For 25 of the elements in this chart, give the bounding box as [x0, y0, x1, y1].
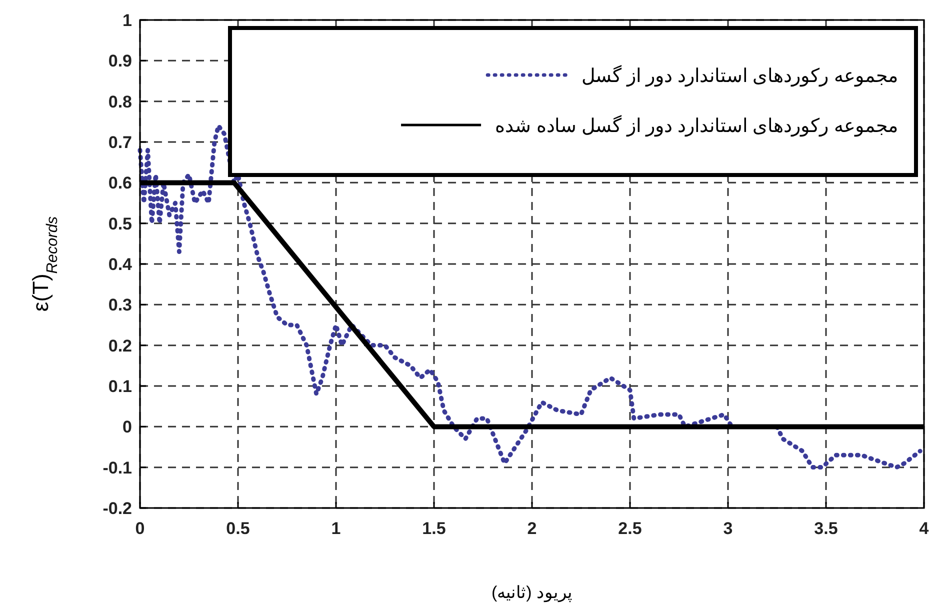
x-tick-label: 0: [135, 519, 145, 538]
y-tick-label: 1: [122, 11, 132, 30]
y-tick-label: 0.3: [108, 296, 132, 315]
x-tick-label: 3: [723, 519, 733, 538]
y-tick-label: 0.1: [108, 377, 132, 396]
y-tick-label: 0.2: [108, 336, 132, 356]
y-tick-label: 0.5: [108, 214, 132, 234]
x-axis-title: پریود (ثانیه): [491, 583, 573, 603]
x-tick-label: 2.5: [618, 519, 642, 538]
legend-label: مجموعه رکوردهای استاندارد دور از گسل: [582, 64, 898, 87]
y-tick-label: 0.4: [108, 255, 133, 274]
y-tick-label: 0.9: [108, 52, 132, 71]
x-tick-label: 0.5: [226, 519, 250, 538]
y-tick-label: -0.2: [102, 499, 132, 518]
y-tick-label: 0.7: [108, 133, 132, 152]
x-tick-label: 1: [331, 519, 341, 538]
legend-label: مجموعه رکوردهای استاندارد دور از گسل ساده شده: [495, 114, 898, 137]
x-tick-label: 1.5: [422, 519, 446, 538]
y-tick-label: 0.8: [108, 92, 132, 112]
x-tick-label: 3.5: [814, 519, 838, 538]
y-tick-label: -0.1: [102, 458, 132, 478]
x-tick-label: 2: [527, 519, 537, 538]
y-tick-label: 0.6: [108, 174, 132, 193]
y-tick-label: 0: [122, 418, 132, 437]
x-tick-label: 4: [919, 519, 930, 538]
